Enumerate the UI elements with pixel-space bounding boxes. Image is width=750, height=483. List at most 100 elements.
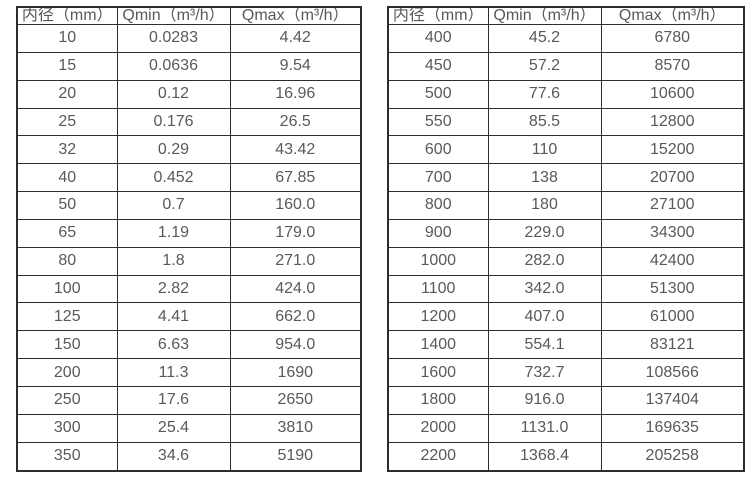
table-cell: 20 (16, 79, 118, 109)
table-cell: 67.85 (229, 163, 362, 193)
column-header: 内径（mm） (387, 6, 489, 25)
table-cell: 125 (16, 302, 118, 332)
header-row: 内径（mm） Qmin（m³/h） Qmax（m³/h） (16, 6, 362, 25)
table-cell: 110 (487, 135, 602, 165)
table-cell: 916.0 (487, 385, 602, 415)
table-cell: 954.0 (229, 330, 362, 360)
table-cell: 800 (387, 191, 489, 220)
table-body: 10 0.0283 4.42 15 0.0636 9.54 20 0.12 16.96 25 0.1… (16, 24, 362, 472)
table-row: 700 138 20700 (387, 163, 745, 193)
table-row: 20 0.12 16.96 (16, 79, 362, 109)
table-cell: 10 (16, 24, 118, 53)
table-row: 1600 732.7 108566 (387, 358, 745, 387)
table-cell: 15200 (600, 135, 745, 165)
table-row: 1200 407.0 61000 (387, 302, 745, 332)
table-cell: 80 (16, 246, 118, 276)
table-cell: 554.1 (487, 330, 602, 360)
column-header: Qmax（m³/h） (229, 6, 362, 25)
table-cell: 16.96 (229, 79, 362, 109)
table-cell: 32 (16, 135, 118, 165)
table-cell: 83121 (600, 330, 745, 360)
table-row: 100 2.82 424.0 (16, 274, 362, 304)
table-row: 80 1.8 271.0 (16, 246, 362, 276)
table-row: 600 110 15200 (387, 135, 745, 165)
table-row: 500 77.6 10600 (387, 79, 745, 109)
table-cell: 85.5 (487, 107, 602, 137)
table-row: 250 17.6 2650 (16, 385, 362, 415)
table-cell: 732.7 (487, 358, 602, 387)
table-cell: 108566 (600, 358, 745, 387)
table-cell: 1600 (387, 358, 489, 387)
table-row: 10 0.0283 4.42 (16, 24, 362, 53)
table-cell: 0.12 (116, 79, 231, 109)
table-cell: 11.3 (116, 358, 231, 387)
table-cell: 17.6 (116, 385, 231, 415)
table-row: 50 0.7 160.0 (16, 191, 362, 220)
flow-rate-table-small-diameters: 内径（mm） Qmin（m³/h） Qmax（m³/h） 10 0.0283 4.42 1… (16, 6, 362, 472)
table-cell: 160.0 (229, 191, 362, 220)
table-cell: 65 (16, 218, 118, 248)
table-cell: 50 (16, 191, 118, 220)
table-cell: 9.54 (229, 51, 362, 81)
table-cell: 0.7 (116, 191, 231, 220)
table-row: 1400 554.1 83121 (387, 330, 745, 360)
table-cell: 15 (16, 51, 118, 81)
table-cell: 26.5 (229, 107, 362, 137)
table-cell: 25.4 (116, 413, 231, 443)
table-cell: 662.0 (229, 302, 362, 332)
table-cell: 179.0 (229, 218, 362, 248)
table-cell: 900 (387, 218, 489, 248)
table-cell: 0.29 (116, 135, 231, 165)
table-row: 2200 1368.4 205258 (387, 441, 745, 472)
table-cell: 3810 (229, 413, 362, 443)
table-cell: 0.452 (116, 163, 231, 193)
table-cell: 271.0 (229, 246, 362, 276)
table-cell: 40 (16, 163, 118, 193)
column-header: Qmin（m³/h） (116, 6, 231, 25)
table-cell: 57.2 (487, 51, 602, 81)
table-row: 900 229.0 34300 (387, 218, 745, 248)
table-cell: 169635 (600, 413, 745, 443)
table-cell: 229.0 (487, 218, 602, 248)
table-cell: 1690 (229, 358, 362, 387)
table-cell: 250 (16, 385, 118, 415)
table-cell: 25 (16, 107, 118, 137)
table-cell: 2200 (387, 441, 489, 472)
table-row: 65 1.19 179.0 (16, 218, 362, 248)
column-header: 内径（mm） (16, 6, 118, 25)
table-cell: 407.0 (487, 302, 602, 332)
table-row: 200 11.3 1690 (16, 358, 362, 387)
table-cell: 400 (387, 24, 489, 53)
table-cell: 137404 (600, 385, 745, 415)
table-cell: 600 (387, 135, 489, 165)
table-cell: 350 (16, 441, 118, 472)
table-row: 1100 342.0 51300 (387, 274, 745, 304)
table-cell: 6780 (600, 24, 745, 53)
table-row: 1000 282.0 42400 (387, 246, 745, 276)
table-cell: 342.0 (487, 274, 602, 304)
table-cell: 27100 (600, 191, 745, 220)
table-cell: 4.42 (229, 24, 362, 53)
table-row: 40 0.452 67.85 (16, 163, 362, 193)
table-cell: 1800 (387, 385, 489, 415)
table-cell: 45.2 (487, 24, 602, 53)
table-cell: 34.6 (116, 441, 231, 472)
table-row: 800 180 27100 (387, 191, 745, 220)
table-cell: 0.0636 (116, 51, 231, 81)
table-cell: 43.42 (229, 135, 362, 165)
table-row: 1800 916.0 137404 (387, 385, 745, 415)
table-cell: 2650 (229, 385, 362, 415)
table-cell: 34300 (600, 218, 745, 248)
table-cell: 0.176 (116, 107, 231, 137)
table-row: 125 4.41 662.0 (16, 302, 362, 332)
table-cell: 2000 (387, 413, 489, 443)
table-cell: 42400 (600, 246, 745, 276)
table-cell: 12800 (600, 107, 745, 137)
column-header: Qmin（m³/h） (487, 6, 602, 25)
table-cell: 550 (387, 107, 489, 137)
table-cell: 1131.0 (487, 413, 602, 443)
table-row: 550 85.5 12800 (387, 107, 745, 137)
table-row: 300 25.4 3810 (16, 413, 362, 443)
table-cell: 6.63 (116, 330, 231, 360)
table-cell: 10600 (600, 79, 745, 109)
